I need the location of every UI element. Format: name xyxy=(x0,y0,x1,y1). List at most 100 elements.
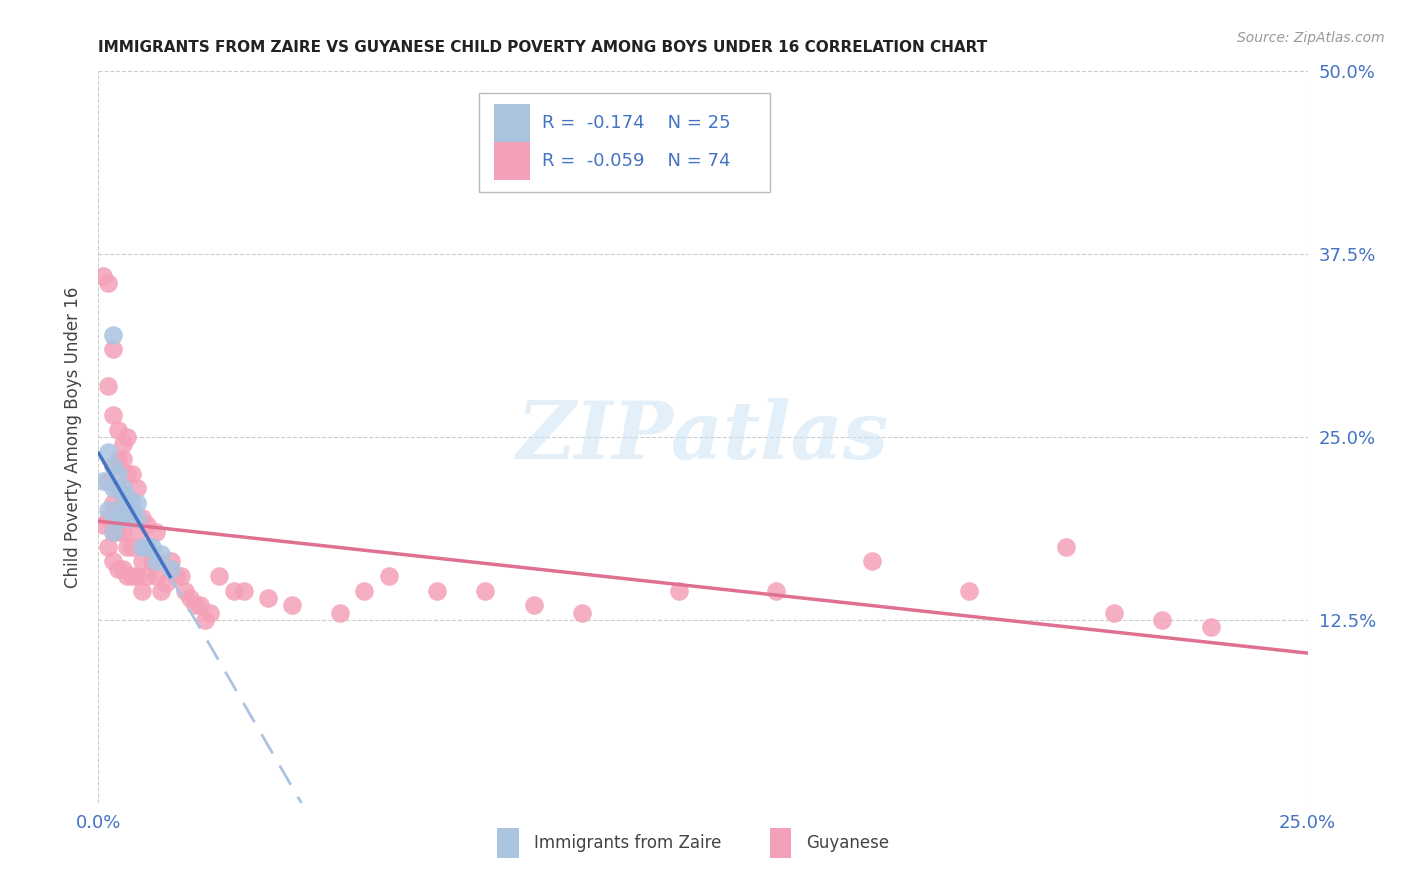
Point xyxy=(117,510,139,524)
Point xyxy=(101,408,124,422)
Point xyxy=(131,510,153,524)
Point xyxy=(127,569,149,583)
Point xyxy=(145,525,167,540)
Point xyxy=(97,510,120,524)
Point xyxy=(523,599,546,613)
Point xyxy=(121,496,143,510)
Point xyxy=(97,444,120,458)
Point xyxy=(101,481,124,495)
Point xyxy=(174,583,197,598)
Point xyxy=(97,474,120,488)
Point xyxy=(107,481,129,495)
Point xyxy=(121,467,143,481)
Point xyxy=(160,562,183,576)
Point xyxy=(111,510,134,524)
Point xyxy=(107,423,129,437)
Point xyxy=(97,277,120,291)
Point xyxy=(208,569,231,583)
Point xyxy=(107,467,129,481)
Point xyxy=(117,489,139,503)
Point xyxy=(127,496,149,510)
Point xyxy=(91,474,114,488)
Point xyxy=(101,459,124,474)
Point xyxy=(141,554,163,568)
Point xyxy=(101,554,124,568)
Point xyxy=(101,525,124,540)
Point xyxy=(353,583,375,598)
Point xyxy=(169,569,191,583)
Point xyxy=(117,540,139,554)
Point xyxy=(184,599,207,613)
Point xyxy=(198,606,221,620)
Point xyxy=(135,540,157,554)
Point xyxy=(121,540,143,554)
Point xyxy=(107,525,129,540)
Point xyxy=(121,503,143,517)
Point xyxy=(150,547,173,561)
Point xyxy=(117,503,139,517)
Point xyxy=(426,583,449,598)
Point xyxy=(101,343,124,357)
Text: Source: ZipAtlas.com: Source: ZipAtlas.com xyxy=(1237,31,1385,45)
Point xyxy=(194,613,217,627)
Point xyxy=(121,510,143,524)
Bar xyxy=(769,829,792,858)
Point xyxy=(188,599,211,613)
Point xyxy=(131,554,153,568)
Point xyxy=(135,517,157,532)
Point xyxy=(474,583,496,598)
Point xyxy=(131,583,153,598)
Point xyxy=(860,554,883,568)
Point xyxy=(97,503,120,517)
Point xyxy=(91,517,114,532)
Y-axis label: Child Poverty Among Boys Under 16: Child Poverty Among Boys Under 16 xyxy=(65,286,83,588)
Point xyxy=(145,554,167,568)
Point xyxy=(131,540,153,554)
Point xyxy=(1152,613,1174,627)
Point xyxy=(97,540,120,554)
Point xyxy=(111,562,134,576)
Point xyxy=(91,269,114,284)
Point xyxy=(107,510,129,524)
Point xyxy=(127,510,149,524)
Point xyxy=(111,496,134,510)
Point xyxy=(111,437,134,451)
Point xyxy=(141,540,163,554)
Point xyxy=(135,569,157,583)
Point xyxy=(329,606,352,620)
Point xyxy=(179,591,201,605)
Text: Immigrants from Zaire: Immigrants from Zaire xyxy=(534,834,721,852)
Point xyxy=(111,481,134,495)
Bar xyxy=(498,829,519,858)
Point xyxy=(111,496,134,510)
Text: IMMIGRANTS FROM ZAIRE VS GUYANESE CHILD POVERTY AMONG BOYS UNDER 16 CORRELATION : IMMIGRANTS FROM ZAIRE VS GUYANESE CHILD … xyxy=(98,40,987,55)
Text: R =  -0.174    N = 25: R = -0.174 N = 25 xyxy=(543,114,731,132)
Point xyxy=(111,525,134,540)
Point xyxy=(107,562,129,576)
Point xyxy=(145,569,167,583)
Point xyxy=(377,569,399,583)
Point xyxy=(165,569,187,583)
Bar xyxy=(494,104,530,143)
Point xyxy=(121,569,143,583)
FancyBboxPatch shape xyxy=(479,94,769,192)
Point xyxy=(232,583,254,598)
Point xyxy=(155,576,177,591)
Point xyxy=(668,583,690,598)
Point xyxy=(101,459,124,474)
Point xyxy=(97,379,120,393)
Point xyxy=(107,452,129,467)
Point xyxy=(101,327,124,342)
Point xyxy=(127,525,149,540)
Point xyxy=(117,430,139,444)
Point xyxy=(101,525,124,540)
Point xyxy=(127,481,149,495)
Point xyxy=(101,496,124,510)
Point xyxy=(117,569,139,583)
Text: Guyanese: Guyanese xyxy=(806,834,889,852)
Point xyxy=(765,583,787,598)
Point xyxy=(107,481,129,495)
Point xyxy=(150,583,173,598)
Point xyxy=(281,599,304,613)
Point xyxy=(1102,606,1125,620)
